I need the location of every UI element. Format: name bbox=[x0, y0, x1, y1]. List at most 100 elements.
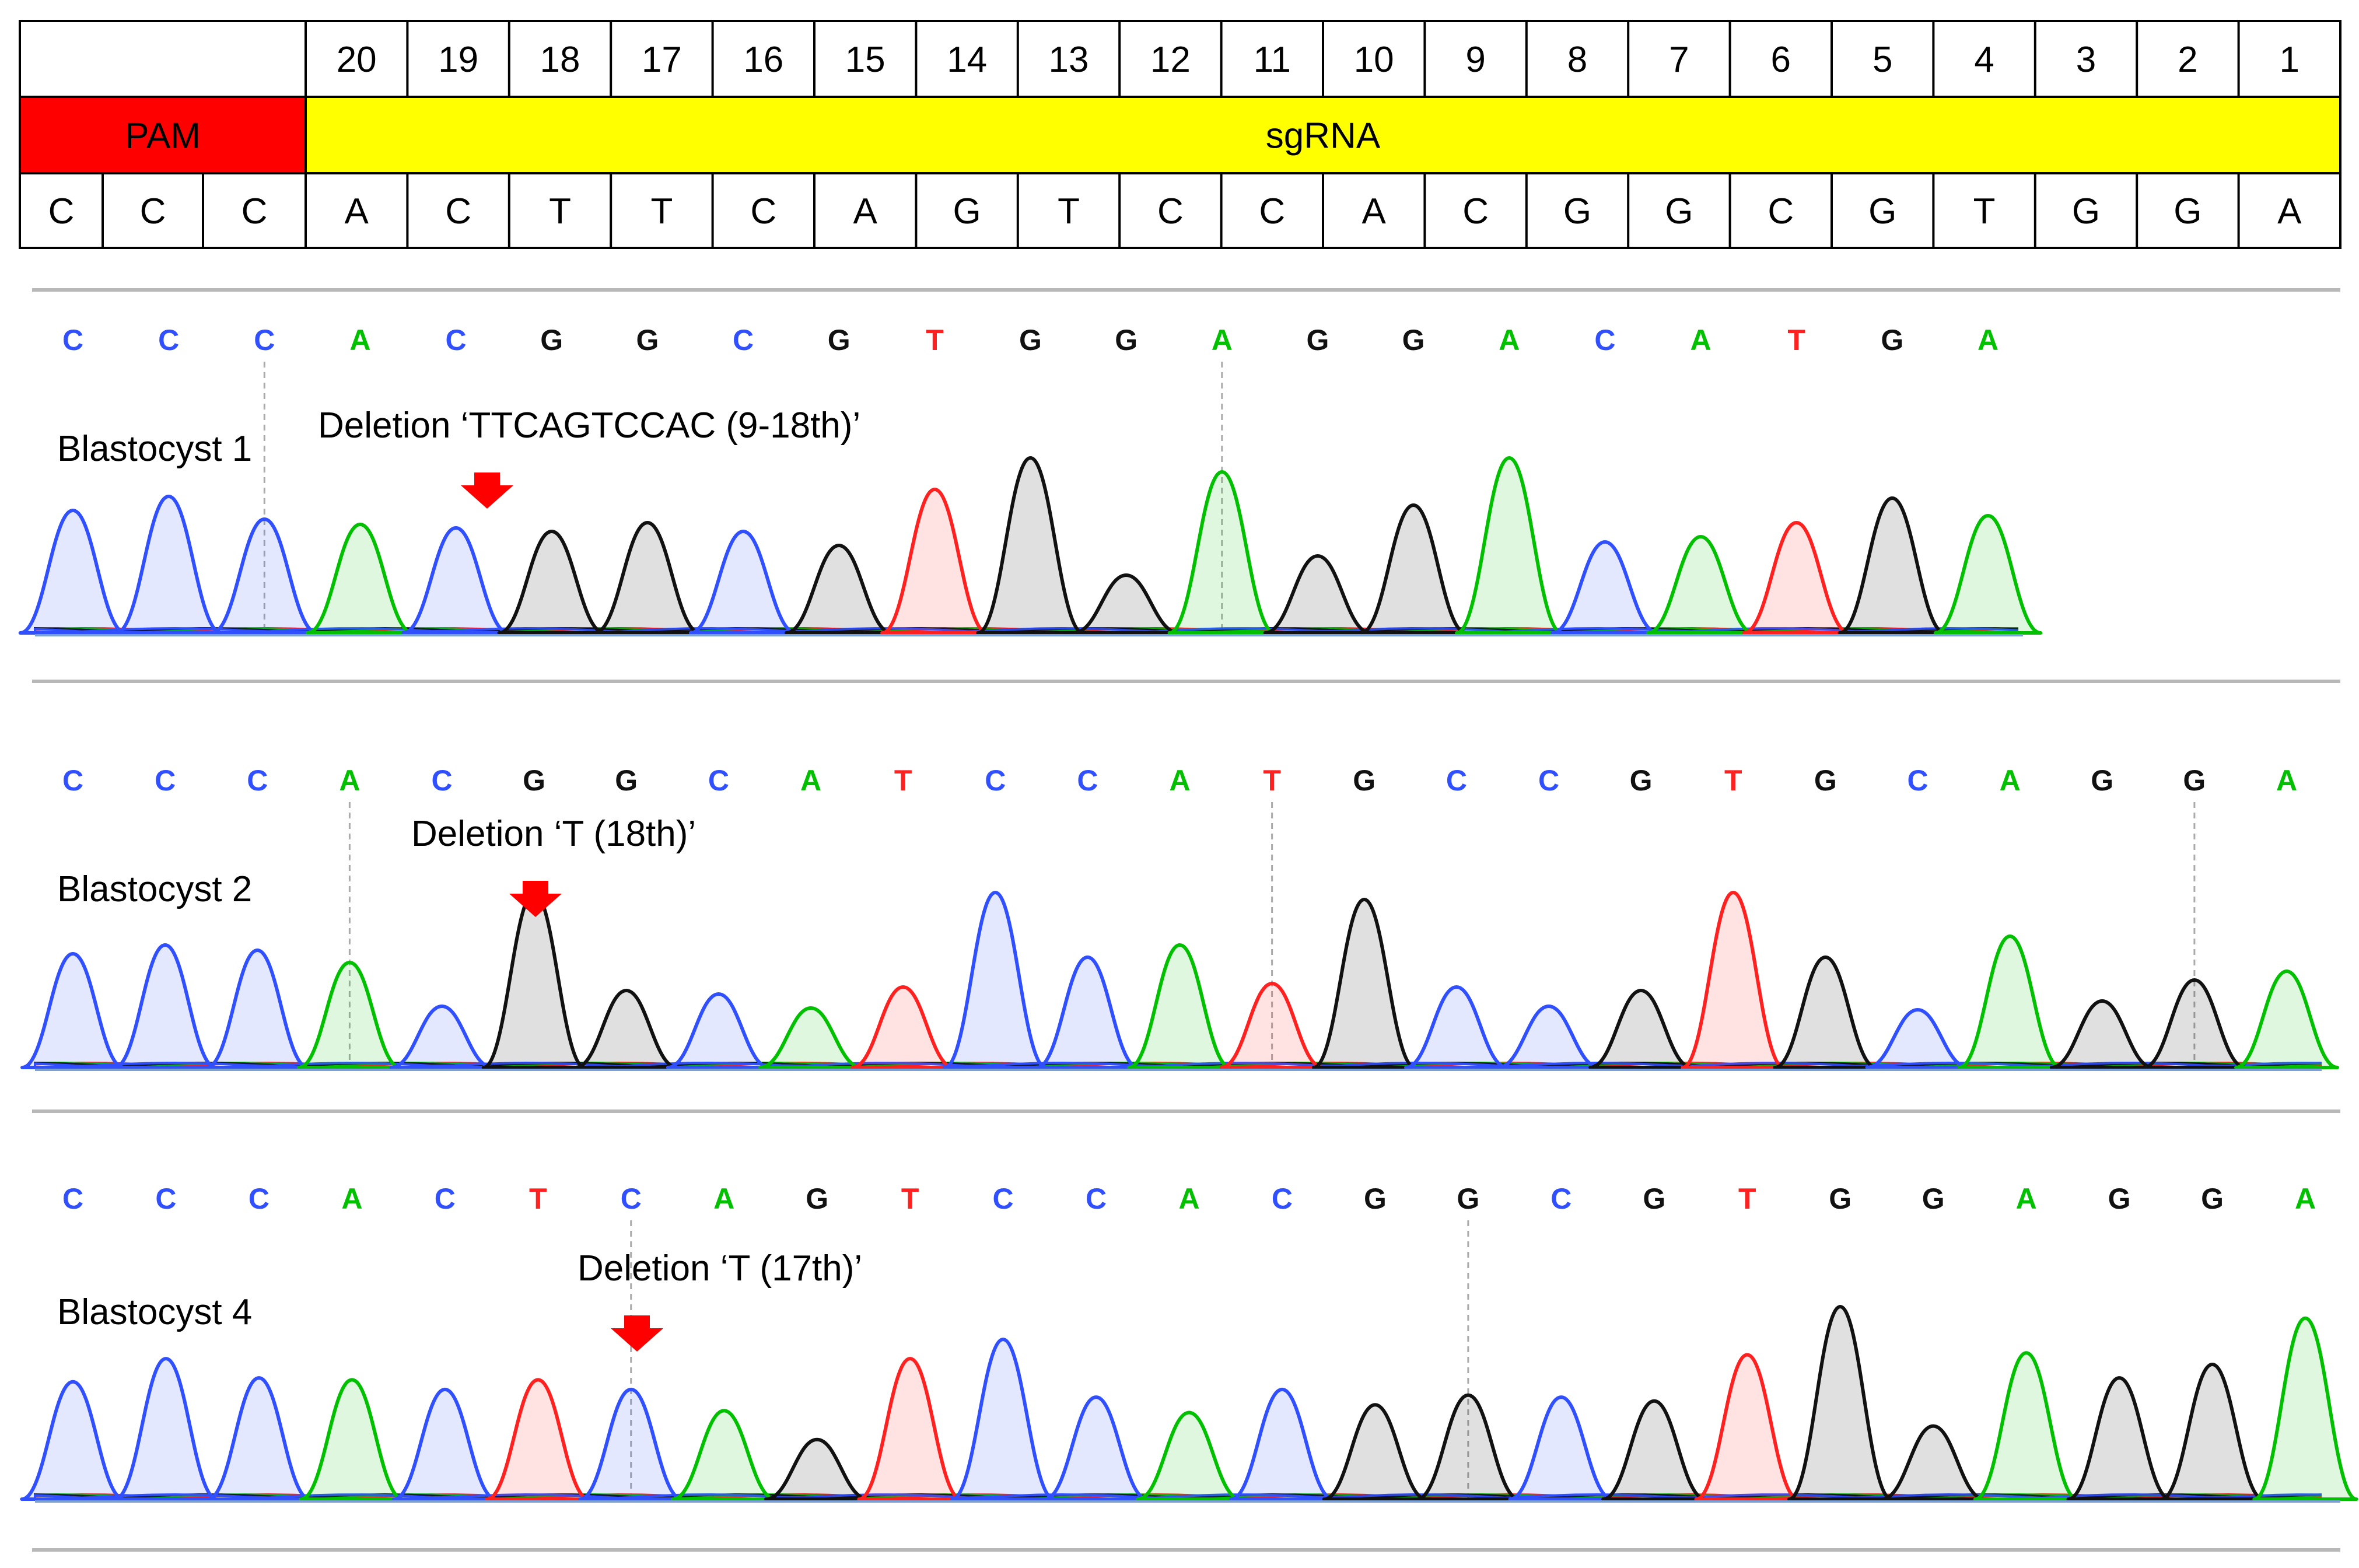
trace-peak bbox=[1838, 496, 1947, 635]
pam-base: C bbox=[48, 191, 75, 232]
trace-peak bbox=[1404, 985, 1509, 1069]
trace-peak bbox=[205, 949, 310, 1069]
sample-label: Blastocyst 2 bbox=[57, 869, 252, 909]
trace-peak bbox=[1219, 982, 1325, 1069]
trace-peak bbox=[401, 526, 510, 635]
base-call: C bbox=[985, 764, 1006, 797]
deletion-arrow-icon bbox=[461, 473, 513, 509]
position-number: 7 bbox=[1669, 40, 1689, 80]
trace-peak bbox=[2141, 978, 2247, 1069]
trace-peak bbox=[389, 1005, 495, 1069]
trace-peak bbox=[1601, 1399, 1707, 1501]
trace-peak bbox=[688, 530, 798, 635]
base-call: G bbox=[2108, 1182, 2131, 1215]
trace-peak bbox=[113, 1357, 219, 1501]
trace-peak bbox=[1322, 1403, 1429, 1501]
chromatogram-panels: C C C A C G G C G T G G A G G A C A T G A Blastocyst 1 Deletio… bbox=[18, 288, 2358, 1552]
position-number: 9 bbox=[1465, 40, 1485, 80]
sgrna-base: G bbox=[2174, 191, 2202, 232]
base-call: G bbox=[1353, 764, 1376, 797]
trace-peak bbox=[2049, 999, 2155, 1069]
trace-peak bbox=[297, 961, 402, 1069]
base-call: G bbox=[1814, 764, 1837, 797]
position-number: 10 bbox=[1354, 40, 1394, 80]
base-call: C bbox=[155, 764, 176, 797]
base-call: G bbox=[1881, 324, 1903, 356]
base-call: G bbox=[2201, 1182, 2224, 1215]
base-call: C bbox=[431, 764, 452, 797]
trace-peak bbox=[1072, 573, 1181, 635]
deletion-annotation: Deletion ‘T (17th)’ bbox=[578, 1248, 862, 1289]
position-number: 13 bbox=[1049, 40, 1089, 80]
trace-peak bbox=[306, 523, 415, 635]
base-call: C bbox=[249, 1182, 270, 1215]
trace-peak bbox=[943, 891, 1048, 1069]
base-call: A bbox=[1169, 764, 1190, 797]
trace-peak bbox=[758, 1006, 863, 1069]
trace-peak bbox=[485, 1378, 591, 1501]
sgrna-base: G bbox=[1868, 191, 1896, 232]
sample-label: Blastocyst 1 bbox=[57, 429, 252, 469]
base-call: C bbox=[247, 764, 268, 797]
pam-base: C bbox=[242, 191, 268, 232]
position-number: 8 bbox=[1567, 40, 1587, 80]
trace-peak bbox=[1127, 943, 1233, 1069]
trace-peak bbox=[1496, 1005, 1601, 1069]
trace-peak bbox=[2159, 1363, 2266, 1501]
position-number: 16 bbox=[743, 40, 783, 80]
trace-peak bbox=[976, 456, 1085, 635]
trace-peak bbox=[481, 891, 587, 1069]
sgrna-base: A bbox=[2277, 191, 2302, 232]
base-call: G bbox=[1364, 1182, 1387, 1215]
trace-peak bbox=[392, 1387, 498, 1501]
base-call: G bbox=[1643, 1182, 1665, 1215]
base-call: G bbox=[1115, 324, 1138, 356]
trace-peak bbox=[497, 530, 607, 635]
pam-base: C bbox=[140, 191, 166, 232]
sgrna-cell bbox=[306, 97, 2340, 173]
trace-peak bbox=[1311, 898, 1417, 1069]
chromatogram-panel: C C C A C G G C G T G G A G G A C A T G A Blastocyst 1 Deletio… bbox=[18, 324, 2340, 683]
base-call: C bbox=[708, 764, 729, 797]
baseline-trace bbox=[34, 1061, 2322, 1068]
base-call: A bbox=[1212, 324, 1233, 356]
position-number: 2 bbox=[2178, 40, 2197, 80]
base-call: G bbox=[636, 324, 659, 356]
sgrna-base: T bbox=[650, 191, 673, 232]
trace-peak bbox=[593, 521, 702, 635]
trace-peak bbox=[1454, 456, 1564, 635]
base-call: A bbox=[349, 324, 370, 356]
sgrna-base: C bbox=[750, 191, 776, 232]
base-call: T bbox=[901, 1182, 919, 1215]
trace-peak bbox=[1742, 521, 1851, 635]
sgrna-base: G bbox=[953, 191, 981, 232]
sgrna-base: G bbox=[1563, 191, 1591, 232]
base-call: C bbox=[1272, 1182, 1293, 1215]
chromatogram-panel: C C C A C G G C A T C C A T G C C G T G C A G G A Blastocyst 2 Del… bbox=[20, 764, 2340, 1113]
table-border bbox=[19, 20, 2342, 249]
base-call: T bbox=[1263, 764, 1281, 797]
base-call: C bbox=[155, 1182, 176, 1215]
trace-peak bbox=[950, 1338, 1056, 1501]
base-call: A bbox=[1978, 324, 1999, 356]
deletion-annotation: Deletion ‘T (18th)’ bbox=[411, 814, 696, 854]
trace-peak bbox=[1933, 514, 2043, 635]
position-number: 12 bbox=[1150, 40, 1191, 80]
position-number: 20 bbox=[337, 40, 377, 80]
deletion-arrow-icon bbox=[509, 881, 562, 917]
base-call: G bbox=[615, 764, 638, 797]
base-call: C bbox=[1086, 1182, 1107, 1215]
trace-peak bbox=[857, 1357, 963, 1501]
sample-label: Blastocyst 4 bbox=[57, 1292, 252, 1332]
base-call: T bbox=[529, 1182, 547, 1215]
sgrna-label: sgRNA bbox=[1266, 116, 1381, 156]
base-call: G bbox=[2091, 764, 2113, 797]
sgrna-base: G bbox=[2072, 191, 2100, 232]
base-call: C bbox=[1907, 764, 1928, 797]
trace-peak bbox=[1880, 1424, 1986, 1501]
base-call: A bbox=[1690, 324, 1711, 356]
base-call: C bbox=[733, 324, 754, 356]
base-call: A bbox=[2016, 1182, 2037, 1215]
trace-peak bbox=[114, 495, 223, 635]
